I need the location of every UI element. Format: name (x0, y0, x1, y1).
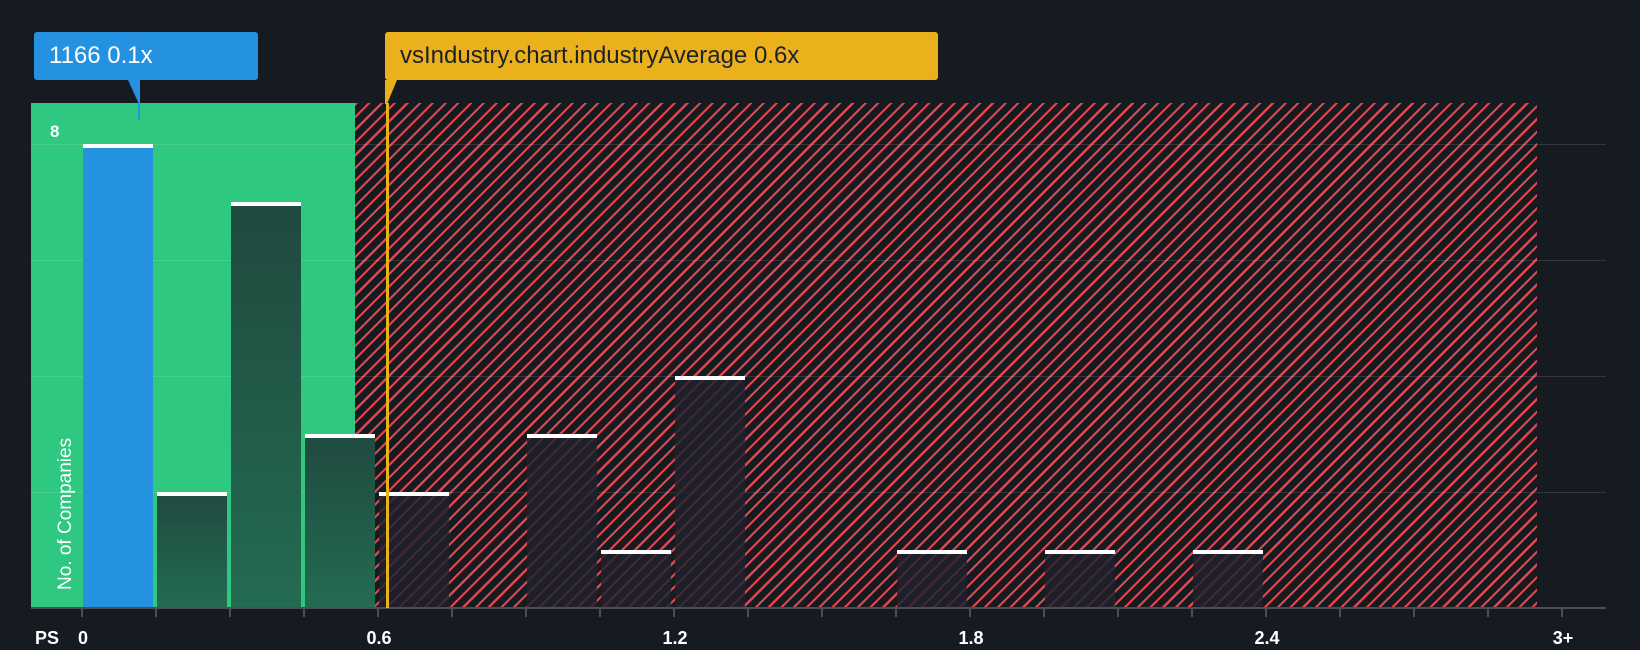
y-tick-label: 8 (50, 122, 60, 141)
x-axis-name: PS (35, 628, 60, 648)
histogram-bar (675, 376, 745, 608)
bar-cap (675, 376, 745, 380)
histogram-bar (1193, 550, 1263, 608)
x-tick (747, 609, 749, 617)
x-tick (821, 609, 823, 617)
bar-cap (157, 492, 227, 496)
gridline (31, 492, 1606, 493)
histogram-bar (379, 492, 449, 608)
histogram-bar (157, 492, 227, 608)
x-tick (155, 609, 157, 617)
x-tick (229, 609, 231, 617)
x-tick (525, 609, 527, 617)
bar-cap (897, 550, 967, 554)
company-marker-line (138, 80, 140, 120)
x-tick (1487, 609, 1489, 617)
company-callout-pointer (128, 80, 140, 102)
bar-cap (1193, 550, 1263, 554)
x-tick-label: 0.6 (366, 628, 392, 648)
bar-cap (1045, 550, 1115, 554)
industry-average-line (386, 103, 389, 608)
histogram-bar (601, 550, 671, 608)
bar-cap (83, 144, 153, 148)
x-tick (1191, 609, 1193, 617)
x-tick (1043, 609, 1045, 617)
histogram-bar (305, 434, 375, 608)
histogram-bar (1045, 550, 1115, 608)
bar-cap (379, 492, 449, 496)
x-tick-label: 0 (77, 628, 89, 648)
company-callout: 1166 0.1x (34, 32, 258, 80)
x-tick (377, 609, 379, 617)
x-tick (599, 609, 601, 617)
chart-plot-area (31, 103, 1606, 608)
industry-average-callout: vsIndustry.chart.industryAverage 0.6x (385, 32, 938, 80)
bar-cap (231, 202, 301, 206)
gridline (31, 144, 1606, 145)
histogram-bar (231, 202, 301, 608)
x-tick (1413, 609, 1415, 617)
x-tick-label: 1.8 (958, 628, 984, 648)
bar-cap (527, 434, 597, 438)
histogram-bar (897, 550, 967, 608)
x-tick (673, 609, 675, 617)
x-tick (1561, 609, 1563, 617)
gridline (31, 376, 1606, 377)
above-industry-zone (355, 103, 1537, 608)
x-tick (1339, 609, 1341, 617)
x-tick (303, 609, 305, 617)
bar-cap (601, 550, 671, 554)
gridline (31, 260, 1606, 261)
x-tick (1265, 609, 1267, 617)
x-tick (1117, 609, 1119, 617)
x-tick (451, 609, 453, 617)
industry-callout-pointer (385, 80, 397, 104)
highlighted-company-bar (83, 144, 153, 608)
bar-cap (305, 434, 375, 438)
x-tick-label: 1.2 (662, 628, 688, 648)
x-tick-label: 3+ (1552, 628, 1574, 648)
x-axis-line (31, 607, 1606, 609)
x-tick (81, 609, 83, 617)
y-axis-title: No. of Companies (55, 437, 76, 590)
x-tick (969, 609, 971, 617)
histogram-bar (527, 434, 597, 608)
x-tick-label: 2.4 (1254, 628, 1280, 648)
x-tick (895, 609, 897, 617)
